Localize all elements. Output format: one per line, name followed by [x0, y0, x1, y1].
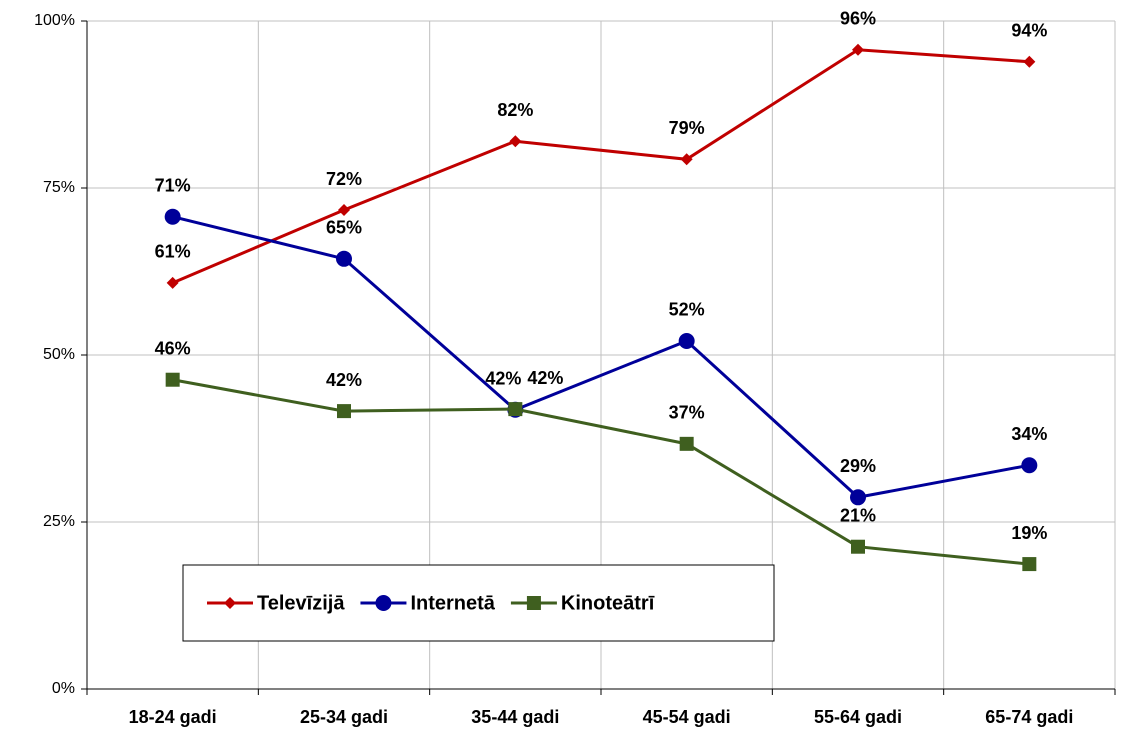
marker — [509, 135, 522, 148]
marker — [166, 276, 179, 289]
x-tick-label: 45-54 gadi — [643, 707, 731, 727]
x-tick-label: 55-64 gadi — [814, 707, 902, 727]
marker — [680, 153, 693, 166]
data-label: 71% — [155, 175, 191, 195]
legend-label: Kinoteātrī — [561, 592, 655, 614]
series-line — [172, 48, 1030, 285]
marker — [526, 596, 541, 610]
marker — [224, 597, 236, 609]
marker — [1021, 457, 1038, 474]
data-label: 34% — [1011, 424, 1047, 444]
data-label: 52% — [669, 300, 705, 320]
data-label: 65% — [326, 218, 362, 238]
marker — [375, 595, 392, 611]
x-tick-label: 18-24 gadi — [129, 707, 217, 727]
marker — [851, 539, 865, 554]
y-tick-label: 25% — [43, 513, 75, 530]
data-label: 82% — [497, 100, 533, 120]
legend-label: Televīzijā — [257, 592, 345, 614]
marker — [852, 43, 864, 56]
data-label: 29% — [840, 456, 876, 476]
y-tick-label: 75% — [43, 179, 75, 196]
data-label: 19% — [1011, 523, 1047, 543]
data-label: 42% — [326, 370, 362, 390]
data-label: 79% — [669, 118, 705, 138]
data-label: 21% — [840, 505, 876, 525]
data-label: 61% — [155, 242, 191, 262]
marker — [165, 372, 180, 387]
data-label: 46% — [155, 338, 191, 358]
marker — [338, 204, 350, 217]
marker — [678, 332, 695, 349]
series-line — [172, 215, 1030, 499]
legend-label: Internetā — [410, 592, 495, 614]
x-tick-label: 25-34 gadi — [300, 707, 388, 727]
y-tick-label: 0% — [52, 680, 75, 697]
x-tick-label: 65-74 gadi — [985, 707, 1073, 727]
marker — [164, 208, 181, 225]
data-label: 96% — [840, 8, 876, 28]
marker — [337, 404, 351, 419]
data-label: 72% — [326, 169, 362, 189]
x-tick-label: 35-44 gadi — [471, 707, 559, 727]
data-label: 37% — [669, 403, 705, 423]
data-label: 42% — [485, 369, 521, 389]
marker — [336, 250, 352, 267]
marker — [850, 489, 866, 506]
y-tick-label: 100% — [34, 12, 75, 29]
series-line — [172, 378, 1030, 566]
data-label: 94% — [1011, 20, 1047, 40]
marker — [508, 402, 523, 417]
legend-box — [182, 564, 775, 642]
marker — [1023, 55, 1036, 68]
marker — [1022, 557, 1037, 572]
y-tick-label: 50% — [43, 346, 75, 363]
marker — [679, 436, 694, 451]
data-label: 42% — [527, 368, 563, 388]
